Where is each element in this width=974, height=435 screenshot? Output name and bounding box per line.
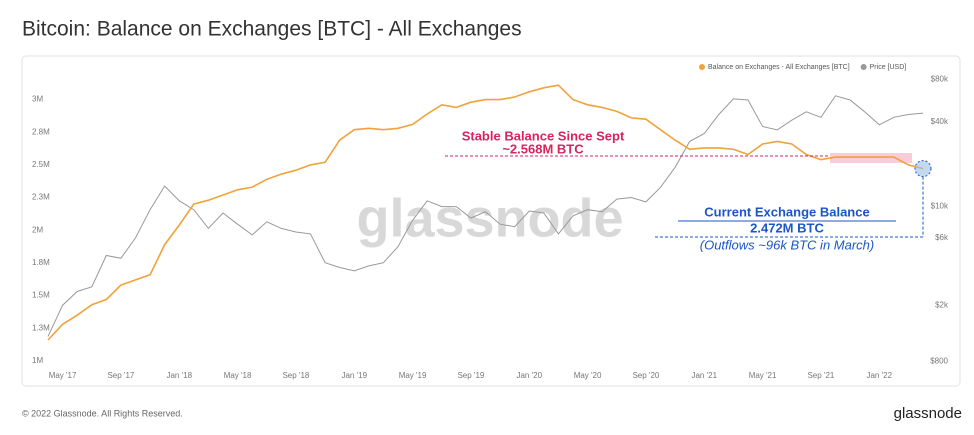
y-tick-label: 1M	[32, 356, 43, 365]
series-line	[47, 95, 924, 337]
y-tick-label: 2.3M	[32, 193, 50, 202]
x-tick-label: Sep '19	[457, 371, 484, 380]
legend-swatch	[699, 64, 705, 70]
y2-tick-label: $80k	[931, 74, 949, 83]
x-tick-label: May '19	[399, 371, 427, 380]
y-tick-label: 2.5M	[32, 160, 50, 169]
current-marker	[914, 160, 932, 178]
x-tick-label: Jan '20	[516, 371, 542, 380]
x-tick-label: Sep '21	[807, 371, 834, 380]
x-tick-label: May '17	[49, 371, 77, 380]
y-tick-label: 1.8M	[32, 258, 50, 267]
y-tick-label: 3M	[32, 95, 43, 104]
x-tick-label: Jan '18	[166, 371, 192, 380]
highlight-band	[830, 153, 912, 163]
x-tick-label: Sep '17	[107, 371, 134, 380]
x-tick-label: Sep '18	[282, 371, 309, 380]
x-tick-label: May '18	[224, 371, 252, 380]
copyright: © 2022 Glassnode. All Rights Reserved.	[22, 408, 183, 418]
chart-panel	[21, 55, 961, 387]
y-tick-label: 2M	[32, 225, 43, 234]
y2-tick-label: $2k	[935, 300, 949, 309]
legend-label: Balance on Exchanges - All Exchanges [BT…	[708, 64, 850, 71]
y2-tick-label: $800	[930, 356, 948, 365]
chart-title: Bitcoin: Balance on Exchanges [BTC] - Al…	[22, 18, 522, 41]
y2-tick-label: $6k	[935, 233, 949, 242]
x-tick-label: Sep '20	[632, 371, 659, 380]
annotation-text: Stable Balance Since Sept	[462, 128, 625, 143]
legend-label: Price [USD]	[870, 64, 907, 71]
x-tick-label: May '21	[749, 371, 777, 380]
x-tick-label: May '20	[574, 371, 602, 380]
y-tick-label: 2.8M	[32, 127, 50, 136]
watermark: glassnode	[356, 188, 623, 248]
y2-tick-label: $40k	[931, 117, 949, 126]
y-tick-label: 1.5M	[32, 291, 50, 300]
legend-swatch	[860, 64, 867, 70]
annotation-text: 2.472M BTC	[750, 220, 824, 235]
brand: glassnode	[894, 405, 962, 422]
x-tick-label: Jan '19	[341, 371, 367, 380]
y-tick-label: 1.3M	[32, 323, 50, 332]
y2-tick-label: $10k	[931, 202, 949, 211]
x-tick-label: Jan '21	[691, 371, 717, 380]
annotation-text: Current Exchange Balance	[704, 204, 869, 219]
x-tick-label: Jan '22	[866, 371, 892, 380]
series-line	[47, 84, 924, 341]
annotation-text: (Outflows ~96k BTC in March)	[700, 237, 874, 252]
annotation-text: ~2.568M BTC	[502, 141, 584, 156]
